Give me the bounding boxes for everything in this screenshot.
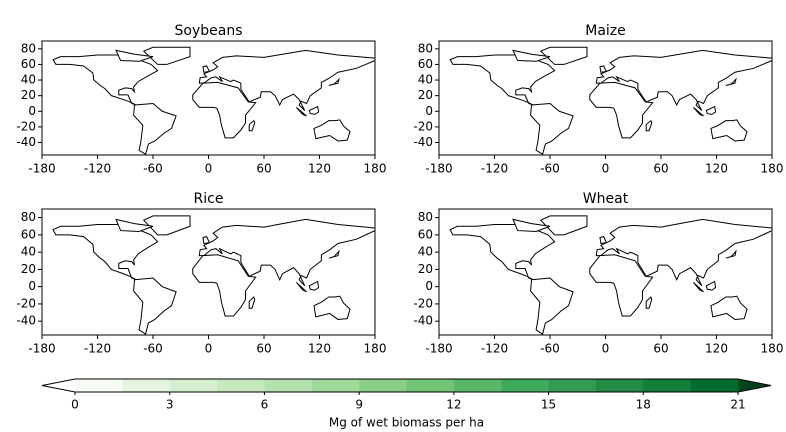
colorbar-tick-label: 0 — [71, 398, 79, 412]
colorbar: 0 3 6 9 12 15 18 21 Mg of wet biomass per ha — [41, 378, 772, 430]
y-tick-label: 0 — [28, 104, 36, 118]
y-tick-label: 60 — [21, 227, 36, 241]
colorbar-extend-high — [738, 379, 771, 392]
y-tick-label: 20 — [418, 88, 433, 102]
y-tick-label: -20 — [413, 296, 433, 310]
x-tick-label: 180 — [364, 342, 387, 356]
x-tick-label: -180 — [28, 342, 55, 356]
colorbar-segment — [264, 379, 313, 392]
y-tick-label: 40 — [418, 245, 433, 259]
x-tick-label: 60 — [653, 162, 668, 176]
y-tick-label: 20 — [21, 88, 36, 102]
x-tick-label: 60 — [653, 342, 668, 356]
colorbar-tick-label: 12 — [446, 398, 461, 412]
x-tick-label: -60 — [143, 342, 163, 356]
coastlines — [52, 215, 375, 335]
panel-title: Wheat — [583, 191, 629, 207]
colorbar-segment — [217, 379, 265, 392]
y-tick-label: 40 — [21, 245, 36, 259]
colorbar-label: Mg of wet biomass per ha — [329, 416, 484, 430]
y-tick-label: 20 — [21, 262, 36, 276]
y-tick-label: -40 — [413, 314, 433, 328]
x-tick-label: -180 — [425, 162, 452, 176]
y-tick-label: 0 — [28, 279, 36, 293]
y-tick-label: 80 — [418, 41, 433, 55]
colorbar-segment — [122, 379, 171, 392]
x-tick-label: 0 — [205, 162, 213, 176]
y-tick-label: 80 — [418, 210, 433, 224]
x-tick-label: 180 — [761, 342, 784, 356]
y-tick-label: 40 — [418, 73, 433, 87]
panel-title: Rice — [194, 191, 224, 207]
colorbar-tick-label: 15 — [541, 398, 556, 412]
colorbar-tick-label: 21 — [730, 398, 745, 412]
colorbar-segment — [643, 379, 692, 392]
x-tick-label: -120 — [481, 162, 508, 176]
colorbar-segment — [690, 379, 739, 392]
x-tick-label: -60 — [143, 162, 163, 176]
y-tick-label: 60 — [418, 227, 433, 241]
x-tick-label: 180 — [761, 162, 784, 176]
x-tick-label: 120 — [705, 162, 728, 176]
x-tick-label: -60 — [540, 162, 560, 176]
x-tick-label: -120 — [84, 342, 111, 356]
x-tick-label: 120 — [308, 162, 331, 176]
colorbar-segment — [595, 379, 644, 392]
x-tick-label: 0 — [602, 342, 610, 356]
y-tick-label: 40 — [21, 73, 36, 87]
colorbar-segment — [359, 379, 407, 392]
y-tick-label: -40 — [413, 135, 433, 149]
coastlines — [449, 215, 772, 335]
colorbar-tick-label: 9 — [355, 398, 363, 412]
coastlines — [449, 46, 772, 155]
colorbar-segment — [406, 379, 455, 392]
y-tick-label: 0 — [425, 279, 433, 293]
y-tick-label: -20 — [16, 119, 36, 133]
y-tick-label: 80 — [21, 210, 36, 224]
x-tick-label: -180 — [28, 162, 55, 176]
x-tick-label: -60 — [540, 342, 560, 356]
panel-title: Maize — [585, 23, 626, 39]
map-panel: Rice -180 -120 -60 0 60 120 180 -40 -20 0 20 40 60 80 — [16, 191, 386, 356]
map-panel: Soybeans-180 -120 -60 0 60 120 180-40-20020406… — [16, 23, 386, 176]
colorbar-segment — [501, 379, 550, 392]
x-tick-label: -180 — [425, 342, 452, 356]
colorbar-tick-label: 18 — [636, 398, 651, 412]
colorbar-segment — [169, 379, 218, 392]
x-tick-label: 0 — [205, 342, 213, 356]
colorbar-segment — [548, 379, 597, 392]
x-tick-label: 0 — [602, 162, 610, 176]
coastlines — [52, 46, 375, 155]
x-tick-label: 120 — [308, 342, 331, 356]
x-tick-label: -120 — [481, 342, 508, 356]
y-tick-label: 60 — [21, 57, 36, 71]
colorbar-extend-low — [42, 379, 75, 392]
y-tick-label: -40 — [16, 314, 36, 328]
y-tick-label: 20 — [418, 262, 433, 276]
y-tick-label: 0 — [425, 104, 433, 118]
colorbar-tick-label: 6 — [261, 398, 269, 412]
colorbar-segment — [75, 379, 123, 392]
y-tick-label: 60 — [418, 57, 433, 71]
map-panel: Wheat -180 -120 -60 0 60 120 180 -40 -20 0 20 40 60 80 — [413, 191, 783, 356]
colorbar-tick-label: 3 — [166, 398, 174, 412]
y-tick-label: -40 — [16, 135, 36, 149]
y-tick-label: 80 — [21, 41, 36, 55]
y-tick-label: -20 — [16, 296, 36, 310]
colorbar-segment — [311, 379, 360, 392]
x-tick-label: 180 — [364, 162, 387, 176]
colorbar-segment — [453, 379, 502, 392]
x-tick-label: 60 — [256, 342, 271, 356]
panel-title: Soybeans — [175, 23, 243, 39]
x-tick-label: -120 — [84, 162, 111, 176]
y-tick-label: -20 — [413, 119, 433, 133]
x-tick-label: 120 — [705, 342, 728, 356]
x-tick-label: 60 — [256, 162, 271, 176]
